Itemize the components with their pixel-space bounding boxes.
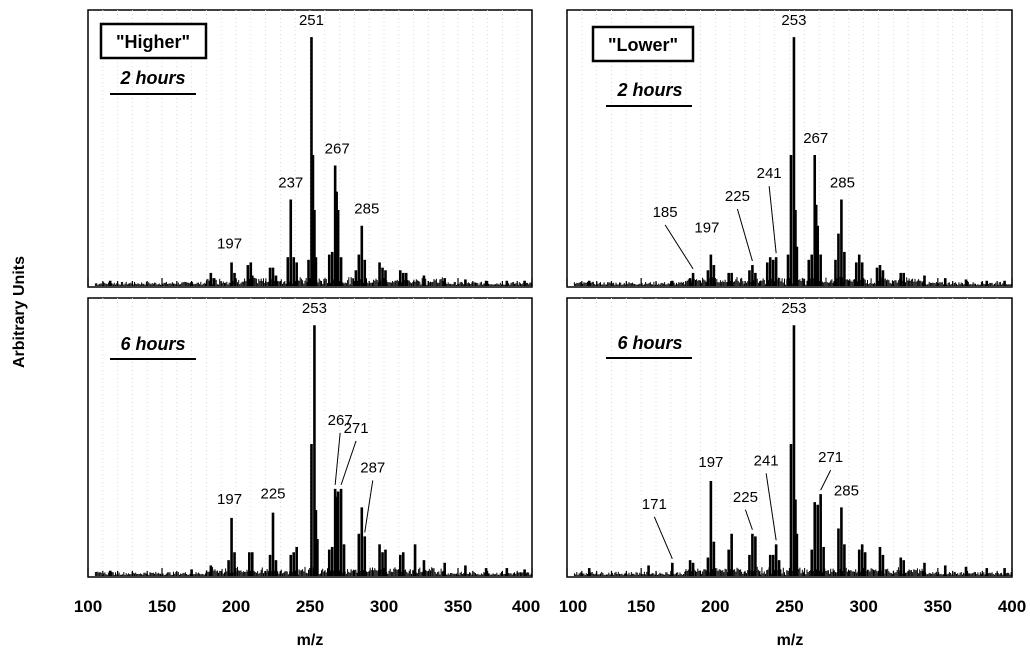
peak-annotation: 271 [344, 420, 369, 437]
x-tick-label: 100 [559, 597, 587, 616]
annotation-leader [334, 432, 341, 485]
annotation-leader [744, 509, 753, 530]
peak-annotation: 285 [354, 201, 379, 218]
spectrum-peaks [108, 37, 1006, 576]
peak-annotation: 225 [733, 489, 758, 506]
group-label-lower-text: "Lower" [608, 35, 678, 55]
annotation-leader [765, 473, 777, 541]
x-tick-label: 300 [370, 597, 398, 616]
peak-annotation: 197 [694, 220, 719, 237]
peak-annotation: 285 [834, 482, 859, 499]
peak-annotation: 253 [302, 300, 327, 317]
time-label-higher-6h: 6 hours [120, 334, 185, 354]
x-tick-label: 250 [775, 597, 803, 616]
x-tick-label: 300 [849, 597, 877, 616]
x-axis-label-right: m/z [777, 632, 804, 649]
peak-annotation: 225 [260, 486, 285, 503]
x-tick-label: 350 [924, 597, 952, 616]
peak-annotation: 241 [757, 165, 782, 182]
x-tick-labels: 100 150 200 250 300 350 400 100 150 200 250 300 350 4… [74, 597, 1026, 616]
annotation-leader [664, 224, 694, 270]
peak-annotation: 197 [698, 454, 723, 471]
group-label-higher-text: "Higher" [116, 32, 190, 52]
x-ticks [87, 278, 1013, 576]
y-axis-label: Arbitrary Units [11, 256, 28, 368]
peak-annotation: 251 [299, 12, 324, 29]
peak-annotation: 225 [725, 188, 750, 205]
time-label-higher-2h: 2 hours [119, 68, 185, 88]
peak-annotation: 271 [818, 449, 843, 466]
x-axis-label-left: m/z [297, 632, 324, 649]
peak-annotation: 185 [653, 204, 678, 221]
x-tick-label: 400 [512, 597, 540, 616]
annotation-leader [340, 440, 357, 486]
peak-annotation: 287 [360, 459, 385, 476]
x-tick-label: 250 [296, 597, 324, 616]
annotation-leader [364, 480, 374, 533]
peak-annotation: 285 [830, 175, 855, 192]
annotation-leader [820, 469, 832, 491]
peak-annotations: 251 267 237 285 197 253 267 241 285 225 185 197 253 2… [217, 12, 859, 559]
x-tick-label: 150 [627, 597, 655, 616]
x-tick-label: 100 [74, 597, 102, 616]
annotation-leader [768, 186, 777, 254]
annotation-leader [736, 208, 753, 262]
x-tick-label: 150 [148, 597, 176, 616]
group-label-higher: "Higher" [99, 22, 208, 60]
x-tick-label: 200 [222, 597, 250, 616]
peak-annotation: 253 [781, 300, 806, 317]
x-tick-label: 200 [701, 597, 729, 616]
peak-annotation: 241 [754, 452, 779, 469]
x-tick-label: 400 [998, 597, 1026, 616]
peak-annotation: 197 [217, 491, 242, 508]
annotation-leader [653, 516, 673, 559]
time-label-lower-6h: 6 hours [617, 333, 682, 353]
peak-annotation: 237 [278, 175, 303, 192]
x-tick-label: 350 [444, 597, 472, 616]
group-label-lower: "Lower" [591, 25, 695, 63]
peak-annotation: 197 [217, 235, 242, 252]
peak-annotation: 267 [803, 130, 828, 147]
peak-annotation: 267 [325, 140, 350, 157]
time-label-lower-2h: 2 hours [616, 80, 682, 100]
peak-annotation: 171 [642, 496, 667, 513]
peak-annotation: 267 [328, 412, 353, 429]
peak-annotation: 253 [781, 12, 806, 29]
